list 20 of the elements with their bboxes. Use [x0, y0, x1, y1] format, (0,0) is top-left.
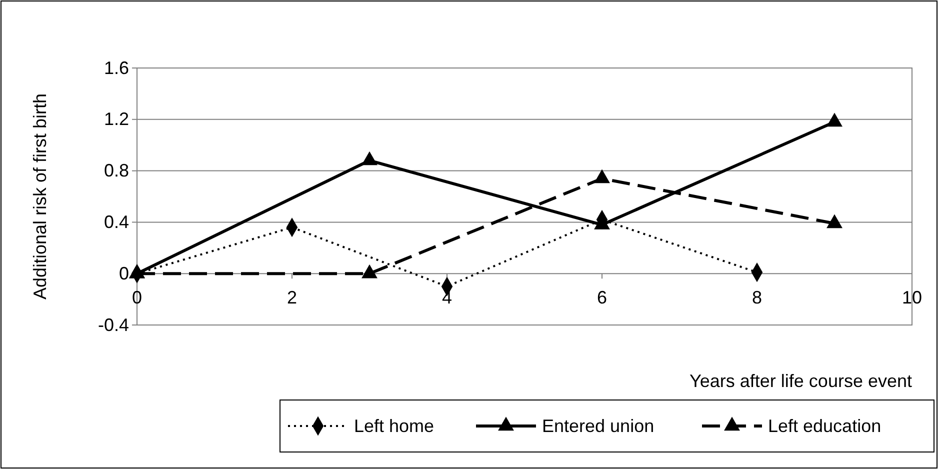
y-tick-label: 1.6: [104, 58, 129, 78]
point: [826, 112, 842, 127]
legend-label: Left education: [768, 416, 882, 436]
y-tick-label: 0: [118, 263, 129, 284]
y-tick-label: -0.4: [98, 314, 129, 335]
point: [594, 169, 610, 184]
x-tick-label: 8: [752, 287, 762, 308]
y-tick-label: 0.8: [104, 160, 129, 181]
x-tick-label: 0: [132, 287, 142, 308]
point: [362, 151, 378, 166]
point: [826, 214, 842, 228]
y-tick-label: 1.2: [104, 109, 129, 130]
x-tick-label: 6: [596, 287, 608, 308]
legend-label: Entered union: [542, 416, 654, 436]
x-tick-label: 2: [286, 287, 298, 308]
legend-label: Left home: [354, 416, 434, 436]
y-axis-title: Additional risk of first birth: [30, 93, 50, 300]
y-tick-label: 0.4: [104, 212, 129, 232]
x-tick-label: 10: [902, 287, 922, 308]
x-axis-title: Years after life course event: [690, 371, 912, 391]
